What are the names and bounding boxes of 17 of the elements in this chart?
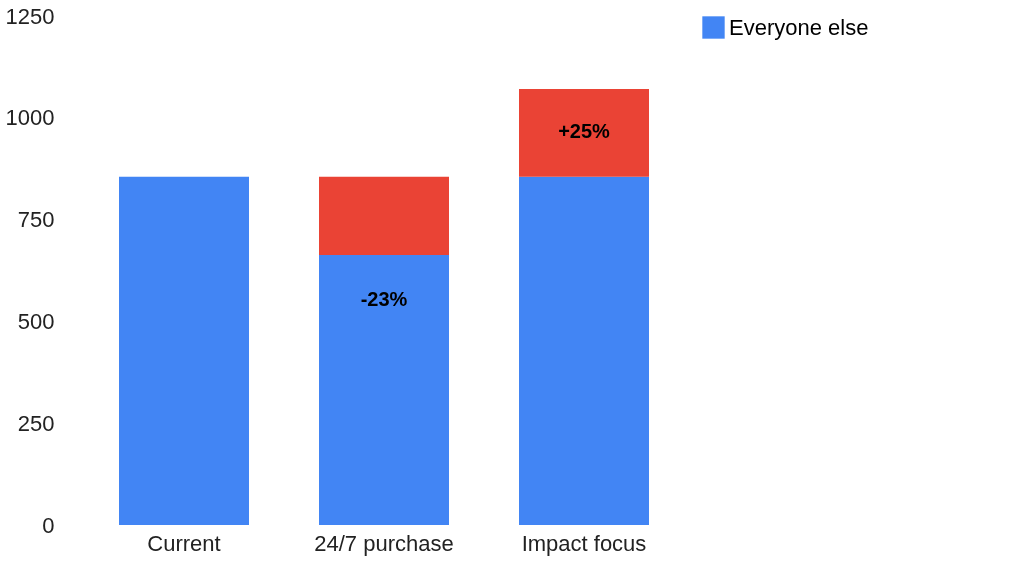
y-tick-label: 0	[42, 512, 55, 538]
y-tick-label: 250	[17, 410, 55, 436]
annotation: +25%	[558, 119, 611, 142]
bar	[519, 88, 649, 177]
bar	[119, 176, 249, 525]
legend-label: Everyone else	[729, 14, 869, 40]
x-tick-label: 24/7 purchase	[314, 530, 454, 556]
bar	[519, 176, 649, 525]
y-tick-label: 1250	[5, 3, 55, 29]
x-tick-label: Impact focus	[521, 530, 647, 556]
bar	[319, 176, 449, 256]
bar	[319, 255, 449, 525]
y-tick-label: 750	[17, 207, 55, 233]
x-tick-label: Current	[147, 530, 221, 556]
annotation: -23%	[360, 288, 408, 311]
y-tick-label: 500	[17, 308, 55, 334]
y-tick-label: 1000	[5, 105, 55, 131]
